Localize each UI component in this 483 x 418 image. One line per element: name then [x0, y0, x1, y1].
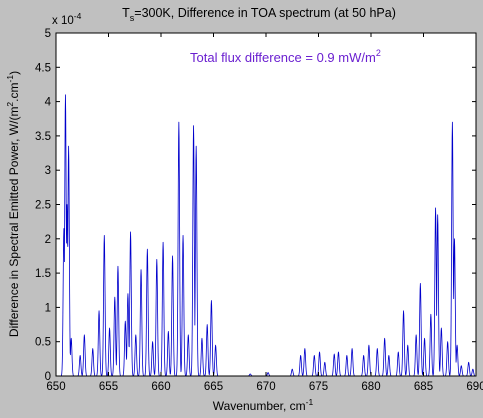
ylabel-superscript-1: 2	[5, 102, 15, 107]
xlabel-text: Wavenumber, cm	[213, 399, 306, 413]
y-tick-label-4: 4	[45, 97, 52, 109]
x-tick-label-660: 660	[151, 381, 170, 393]
annotation-text: Total flux difference = 0.9 mW/m	[190, 50, 376, 65]
ylabel-end: )	[7, 71, 21, 75]
y-tick-label-2.5: 2.5	[35, 200, 51, 212]
xlabel-superscript: -1	[306, 397, 314, 407]
chart-title: Ts=300K, Difference in TOA spectrum (at …	[122, 6, 396, 23]
x-axis-label: Wavenumber, cm-1	[213, 397, 314, 413]
y-tick-label-1: 1	[45, 302, 51, 314]
x-tick-label-650: 650	[46, 381, 65, 393]
x-tick-label-670: 670	[256, 381, 275, 393]
x-tick-label-655: 655	[99, 381, 118, 393]
y-axis-label: Difference in Spectral Emitted Power, W/…	[5, 71, 21, 337]
y-exponent-label: x 10-4	[52, 11, 82, 27]
y-tick-label-2: 2	[45, 234, 51, 246]
x-tick-label-675: 675	[309, 381, 328, 393]
y-tick-label-5: 5	[45, 28, 51, 40]
y-tick-label-0: 0	[45, 371, 51, 383]
x-ticks: 650 655 660 665 670 675 680 685 690	[46, 33, 483, 393]
ylabel-text: Difference in Spectral Emitted Power, W/…	[7, 107, 21, 338]
title-subscript: s	[130, 13, 135, 23]
x-tick-label-690: 690	[466, 381, 483, 393]
y-tick-label-3: 3	[45, 165, 51, 177]
y-ticks: 0 0.5 1 1.5 2 2.5 3 3.5 4 4.5 5	[35, 28, 476, 383]
ylabel-mid: .cm	[7, 82, 21, 101]
x-tick-label-680: 680	[361, 381, 380, 393]
y-tick-label-3.5: 3.5	[35, 131, 51, 143]
y-tick-label-4.5: 4.5	[35, 62, 51, 74]
title-rest: =300K, Difference in TOA spectrum (at 50…	[134, 6, 396, 20]
title-prefix: T	[122, 6, 130, 20]
plot-area	[56, 33, 476, 376]
x-tick-label-665: 665	[204, 381, 223, 393]
x-tick-label-685: 685	[414, 381, 433, 393]
annotation-superscript: 2	[376, 48, 381, 58]
ylabel-superscript-2: -1	[5, 75, 15, 83]
total-flux-annotation: Total flux difference = 0.9 mW/m2	[190, 48, 381, 65]
exponent-base: x 10	[52, 15, 74, 27]
y-tick-label-1.5: 1.5	[35, 268, 51, 280]
y-tick-label-0.5: 0.5	[35, 337, 51, 349]
exponent-power: -4	[74, 11, 82, 21]
